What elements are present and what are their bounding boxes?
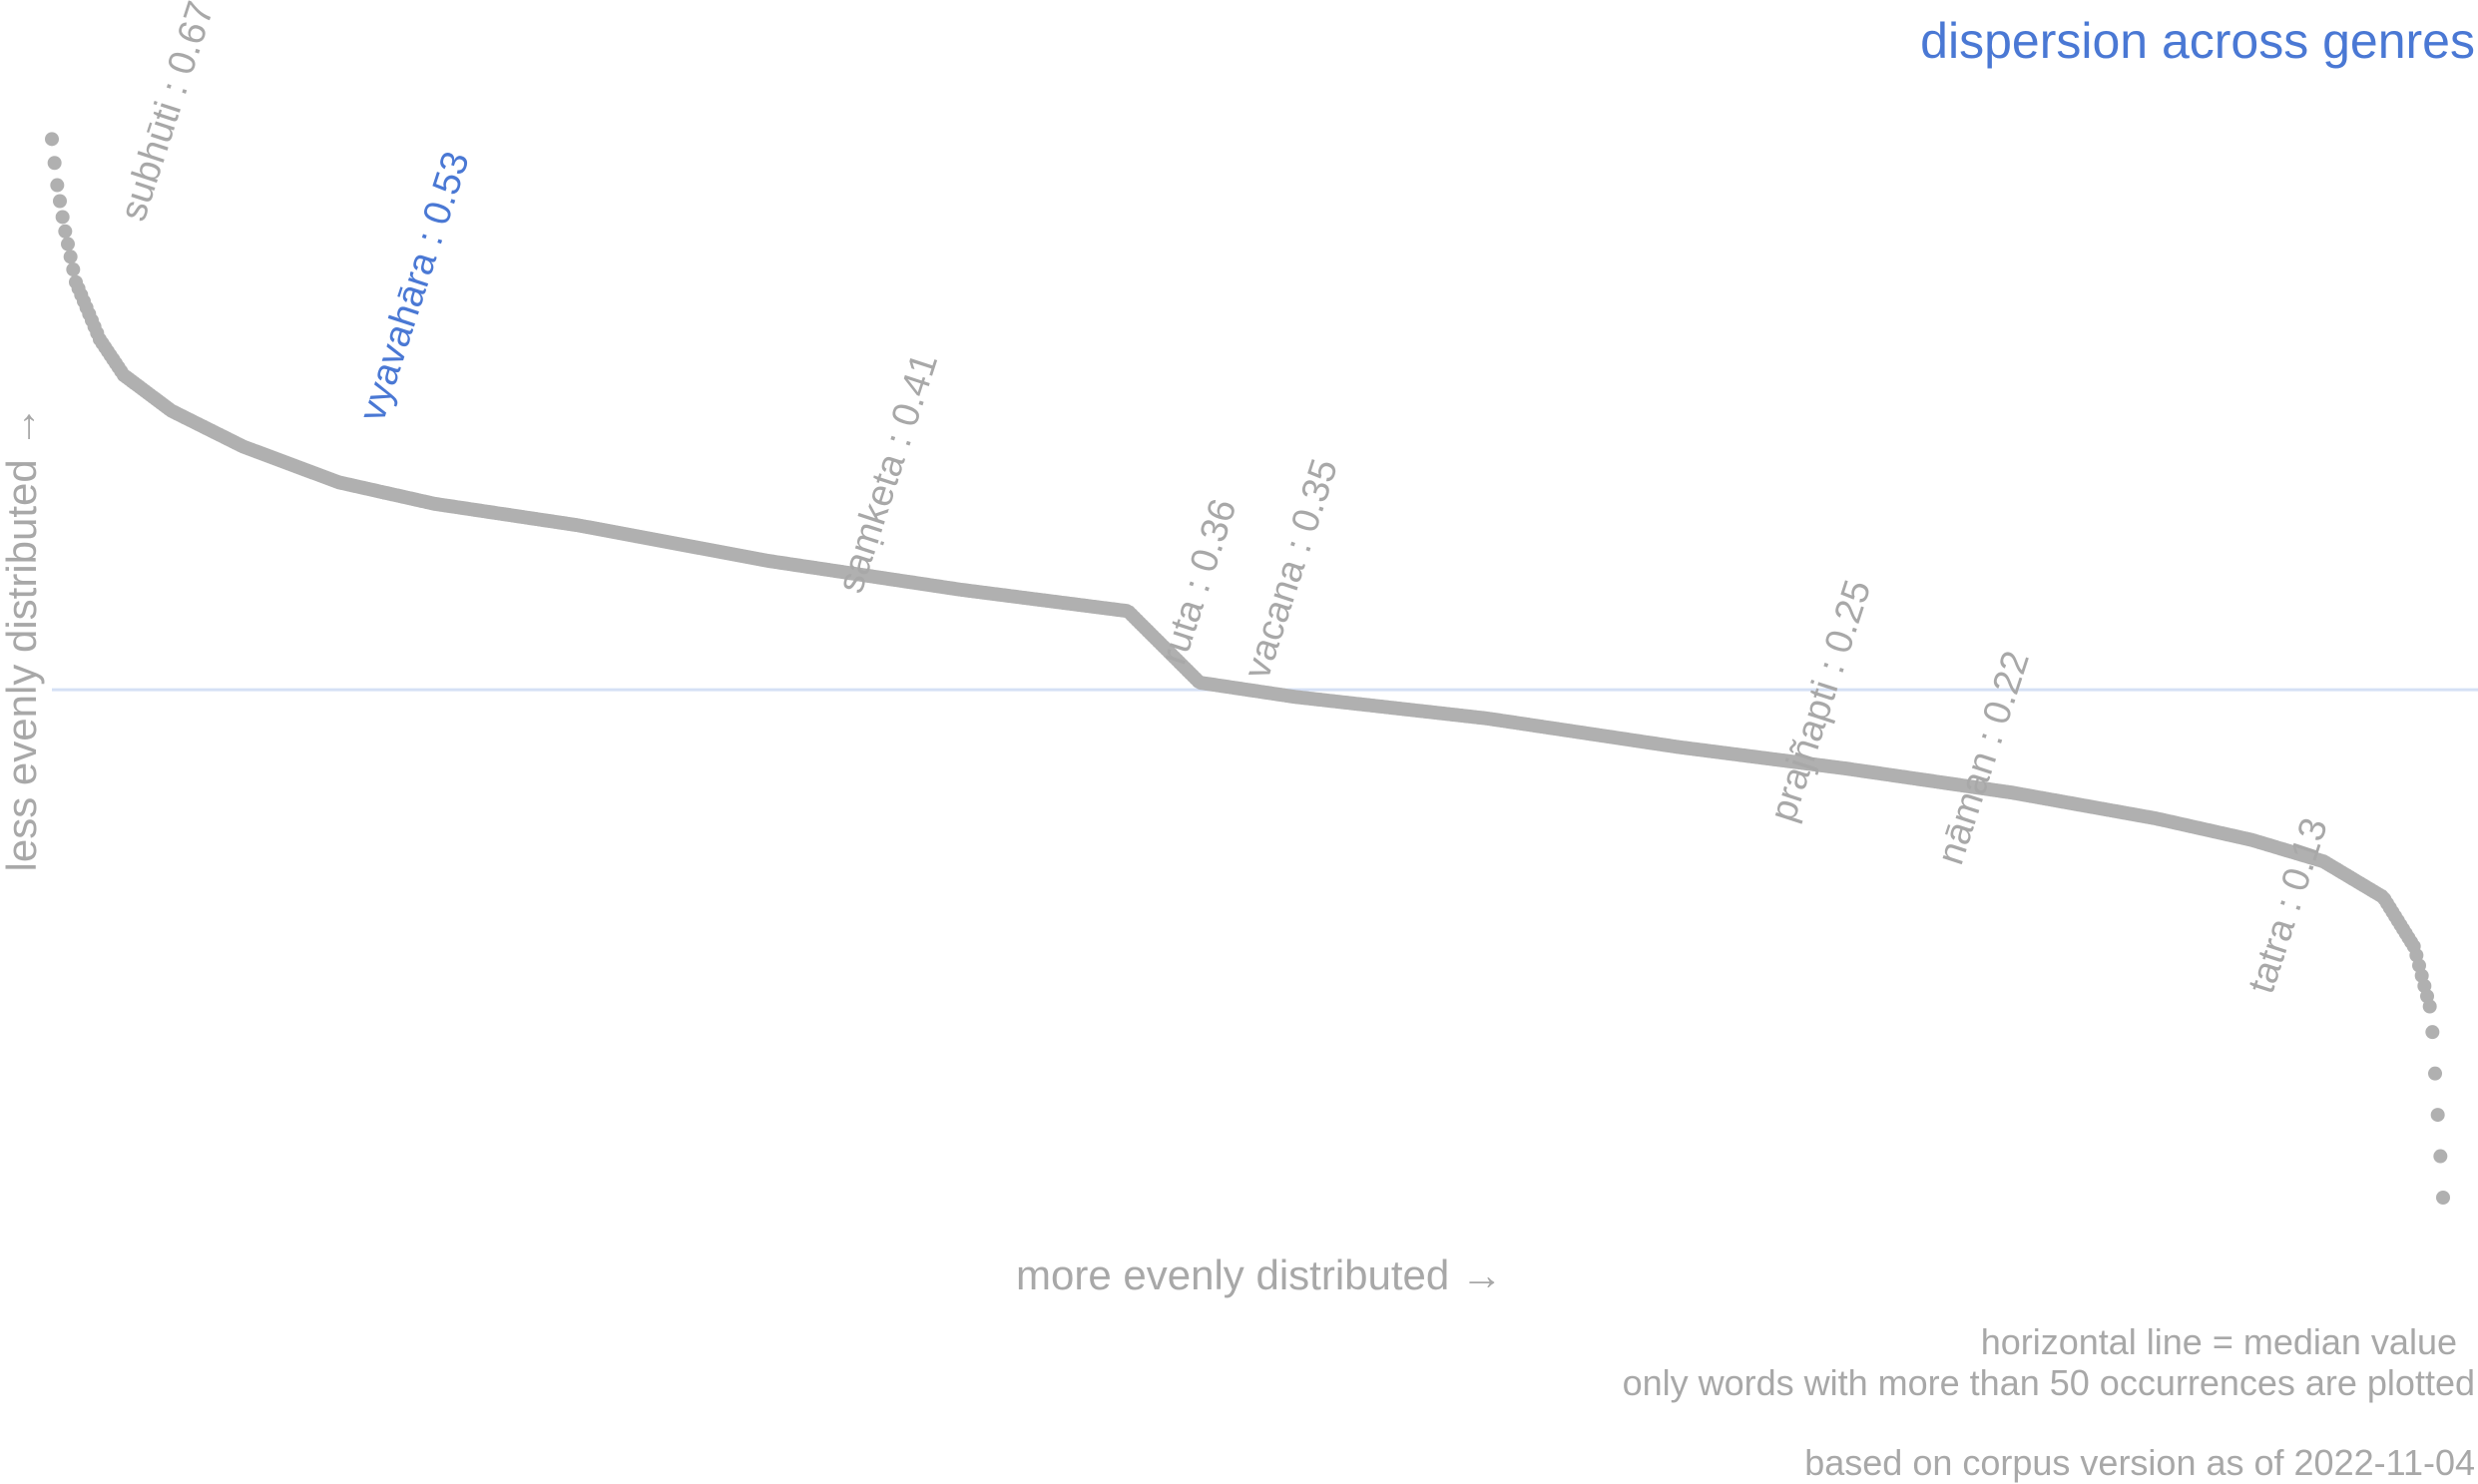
point-label: subhūti : 0.67 bbox=[112, 0, 222, 226]
data-point bbox=[50, 178, 65, 193]
data-point bbox=[2433, 1149, 2448, 1164]
point-label: saṃketa : 0.41 bbox=[829, 348, 946, 598]
data-point bbox=[2436, 1191, 2450, 1205]
data-point bbox=[55, 210, 70, 225]
data-points bbox=[45, 132, 2450, 1205]
point-label: vyavahāra : 0.53 bbox=[351, 147, 478, 426]
chart-title: dispersion across genres bbox=[1920, 13, 2475, 69]
data-point bbox=[52, 194, 67, 209]
y-axis-label: less evenly distributed → bbox=[0, 406, 45, 872]
data-point bbox=[2428, 1066, 2443, 1081]
point-label: prajñapti : 0.25 bbox=[1762, 575, 1880, 826]
point-label: nāman : 0.22 bbox=[1929, 646, 2037, 869]
point-label: ruta : 0.36 bbox=[1153, 494, 1245, 670]
point-label: vacana : 0.35 bbox=[1237, 454, 1346, 684]
x-axis-label: more evenly distributed → bbox=[1016, 1251, 1503, 1298]
median-note: horizontal line = median value bbox=[1981, 1321, 2457, 1362]
data-point bbox=[66, 262, 81, 277]
data-point bbox=[45, 132, 59, 147]
footer-note: based on corpus version as of 2022-11-04 bbox=[1804, 1442, 2475, 1483]
data-point bbox=[2425, 1025, 2440, 1040]
data-point bbox=[58, 224, 73, 239]
data-point bbox=[2430, 1108, 2445, 1123]
data-point bbox=[2422, 999, 2437, 1014]
data-point bbox=[47, 156, 62, 171]
data-point bbox=[63, 249, 78, 264]
plot-note: only words with more than 50 occurrences… bbox=[1623, 1362, 2475, 1403]
data-point bbox=[60, 237, 75, 251]
